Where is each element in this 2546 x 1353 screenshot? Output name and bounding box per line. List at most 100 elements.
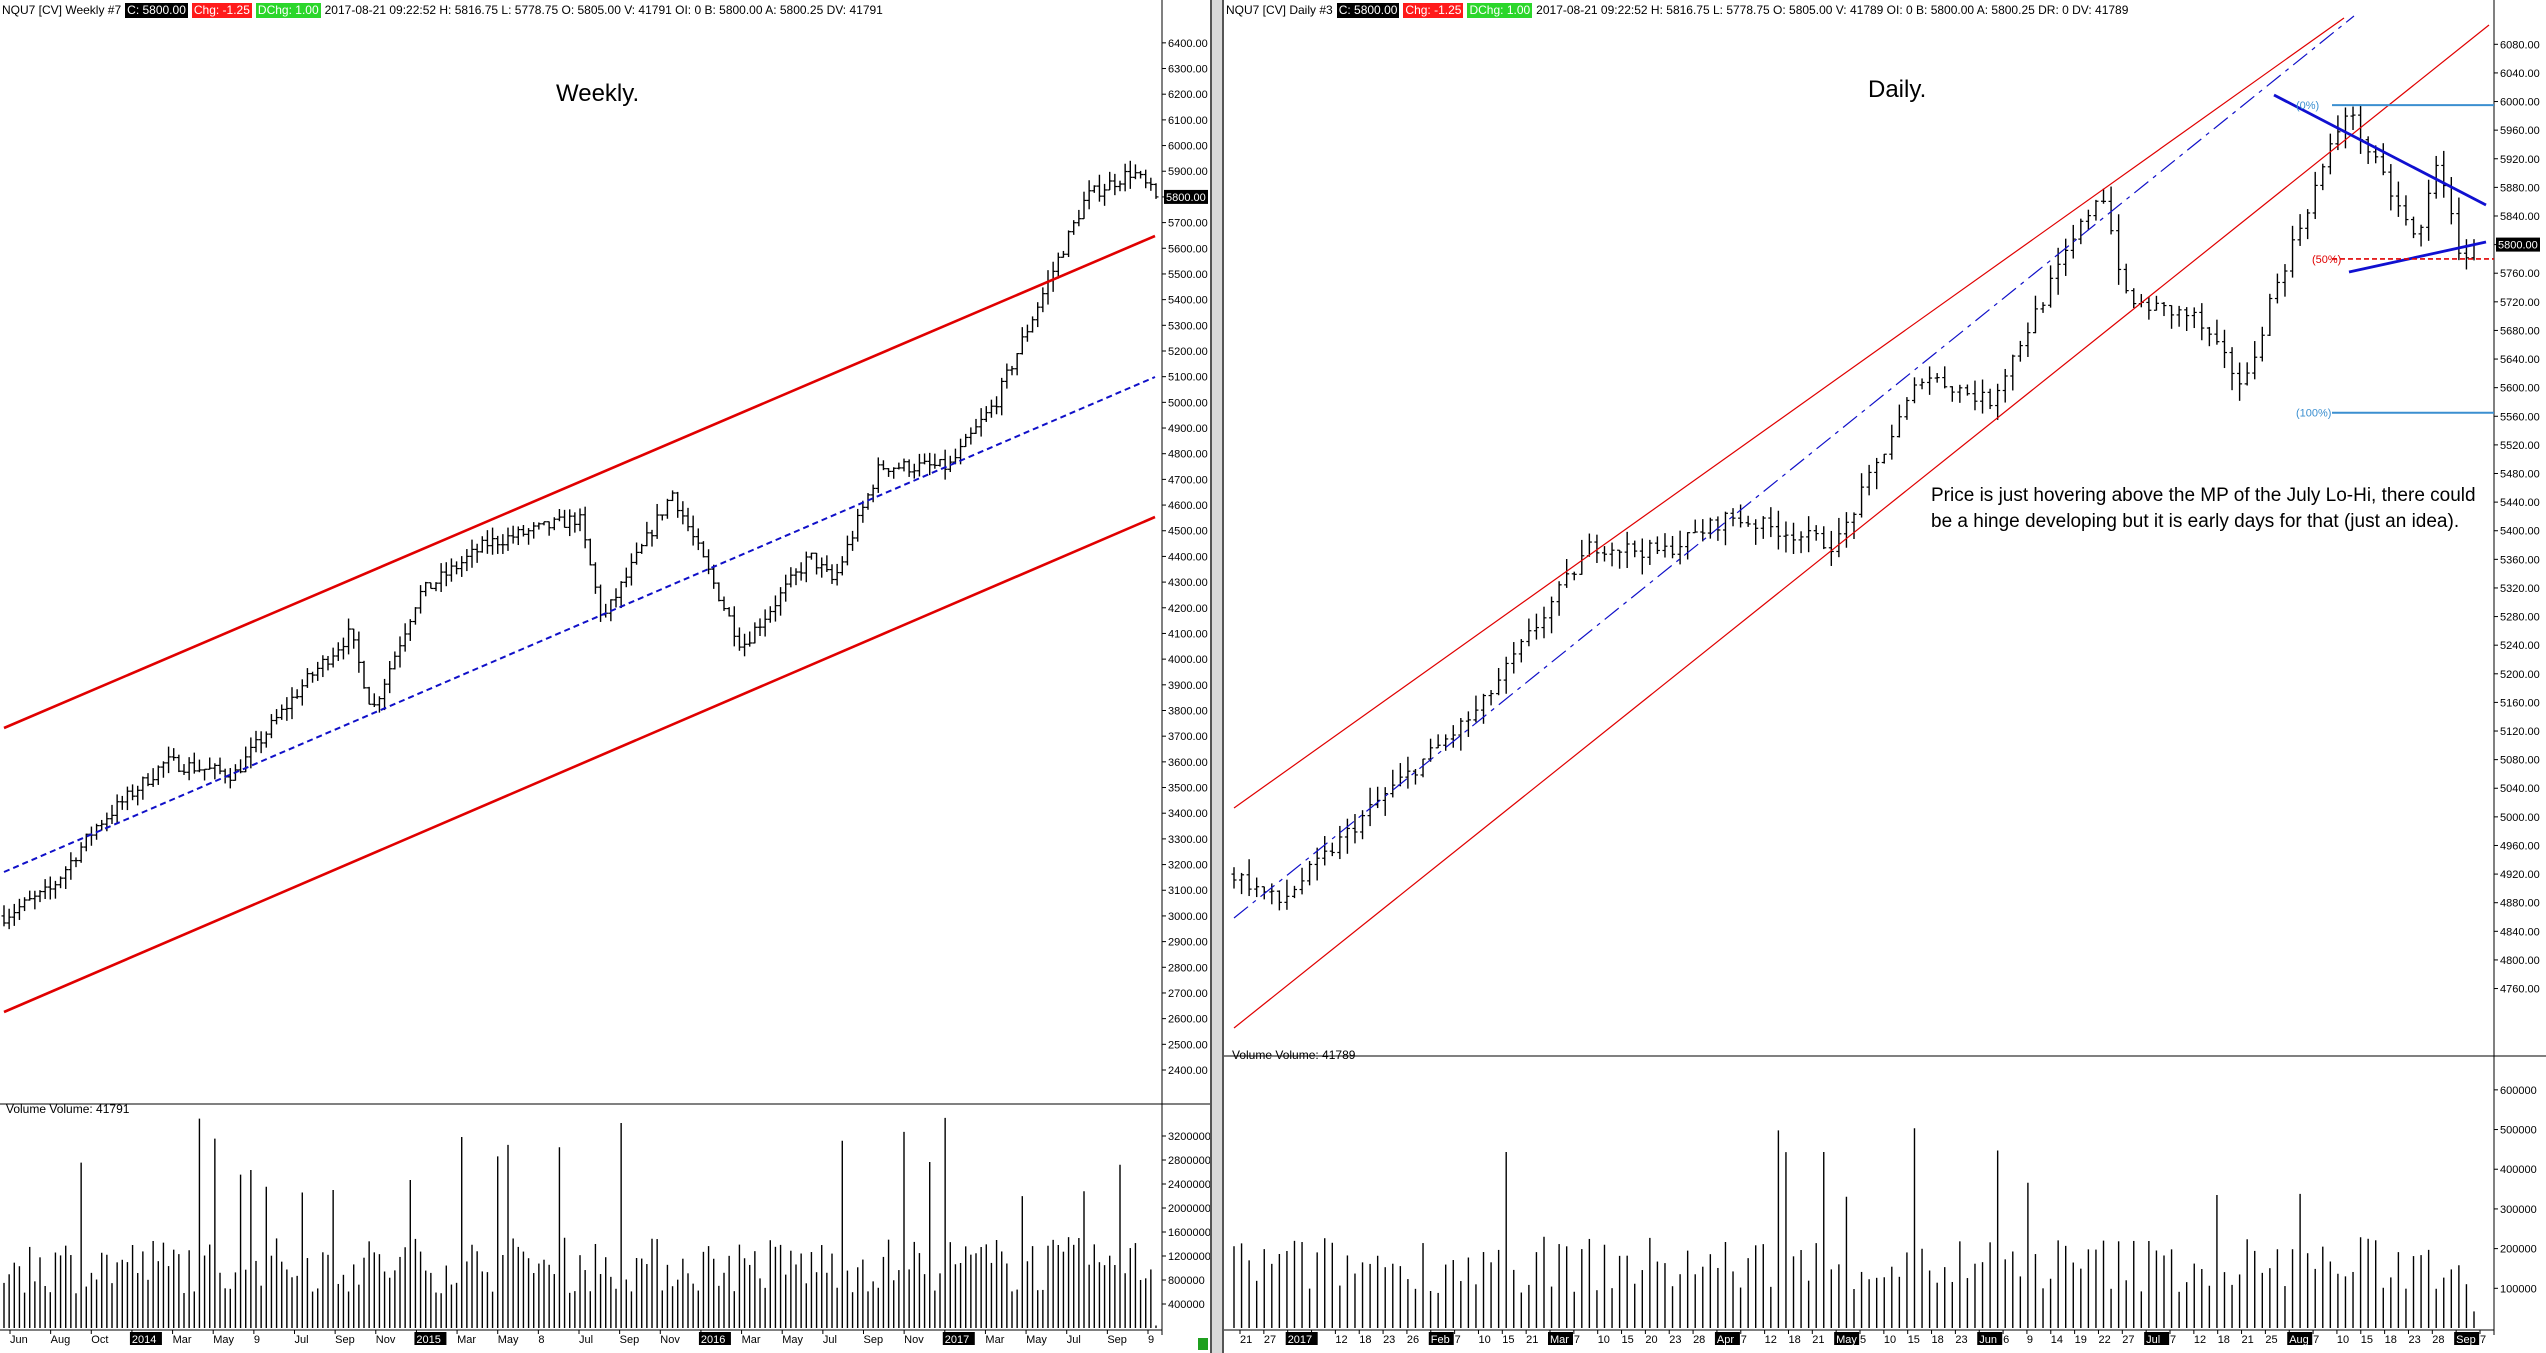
daily-price-tick-label: 5320.00 (2500, 583, 2540, 595)
daily-last-price-box (2496, 237, 2540, 252)
daily-price-tick-label: 5160.00 (2500, 697, 2540, 709)
weekly-price-tick-label: 4200.00 (1168, 603, 1208, 615)
daily-date-tick-label: 28 (1693, 1334, 1705, 1346)
weekly-price-tick-label: 2800.00 (1168, 962, 1208, 974)
daily-date-tick-label: Mar (1550, 1334, 1569, 1346)
weekly-price-tick-label: 5400.00 (1168, 295, 1208, 307)
weekly-price-tick-label: 4600.00 (1168, 500, 1208, 512)
daily-date-year-box (2144, 1332, 2170, 1345)
weekly-price-tick-label: 4500.00 (1168, 526, 1208, 538)
daily-title: Daily. (1868, 76, 1927, 103)
weekly-date-tick-label: 2014 (132, 1334, 156, 1346)
daily-date-year-box (1285, 1332, 1318, 1345)
daily-date-tick-label: 15 (1622, 1334, 1634, 1346)
daily-date-tick-label: 9 (2027, 1334, 2033, 1346)
daily-price-tick-label: 6000.00 (2500, 97, 2540, 109)
daily-chart-panel[interactable]: 6080.00 6040.00 6000.00 5960.00 5920.00 5880.… (1224, 0, 2546, 1353)
weekly-date-tick-label: 9 (254, 1334, 260, 1346)
weekly-date-tick-label: Jul (295, 1334, 309, 1346)
daily-date-tick-label: 23 (1383, 1334, 1395, 1346)
daily-price-tick-label: 5680.00 (2500, 325, 2540, 337)
daily-date-tick-label: 21 (1812, 1334, 1824, 1346)
daily-volume-tick-label: 200000 (2500, 1244, 2537, 1256)
weekly-date-tick-label: Aug (51, 1334, 71, 1346)
daily-annotation-line1: Price is just hovering above the MP of t… (1931, 485, 2476, 506)
daily-date-year-box (1548, 1332, 1573, 1345)
weekly-price-tick-label: 2400.00 (1168, 1065, 1208, 1077)
weekly-date-tick-label: 2017 (945, 1334, 969, 1346)
weekly-price-tick-label: 4900.00 (1168, 423, 1208, 435)
daily-date-tick-label: 21 (2242, 1334, 2254, 1346)
daily-price-tick-label: 5520.00 (2500, 440, 2540, 452)
weekly-price-tick-label: 2900.00 (1168, 937, 1208, 949)
daily-price-tick-label: 5760.00 (2500, 268, 2540, 280)
daily-last-price-label: 5800.00 (2498, 240, 2538, 252)
daily-date-tick-label: May (1836, 1334, 1857, 1346)
weekly-date-tick-label: May (213, 1334, 234, 1346)
daily-price-tick-label: 6080.00 (2500, 39, 2540, 51)
weekly-price-tick-label: 3900.00 (1168, 680, 1208, 692)
weekly-price-tick-label: 4300.00 (1168, 577, 1208, 589)
daily-date-tick-label: Jun (1979, 1334, 1997, 1346)
daily-date-tick-label: 15 (2361, 1334, 2373, 1346)
weekly-date-tick-label: May (782, 1334, 803, 1346)
daily-price-tick-label: 5200.00 (2500, 669, 2540, 681)
daily-date-tick-label: 19 (2075, 1334, 2087, 1346)
daily-price-tick-label: 5920.00 (2500, 154, 2540, 166)
panel-splitter[interactable] (1210, 0, 1224, 1353)
weekly-date-tick-label: Mar (742, 1334, 761, 1346)
weekly-date-tick-label: Jul (579, 1334, 593, 1346)
weekly-date-tick-label: Sep (864, 1334, 884, 1346)
daily-chg-badge: Chg: -1.25 (1403, 2, 1464, 18)
weekly-price-tick-label: 2500.00 (1168, 1039, 1208, 1051)
daily-price-tick-label: 4920.00 (2500, 869, 2540, 881)
daily-date-tick-label: 5 (1860, 1334, 1866, 1346)
daily-date-tick-label: 23 (2408, 1334, 2420, 1346)
weekly-price-tick-label: 3600.00 (1168, 757, 1208, 769)
weekly-stats: 2017-08-21 09:22:52 H: 5816.75 L: 5778.7… (324, 3, 883, 17)
daily-date-tick-label: 6 (2003, 1334, 2009, 1346)
weekly-price-tick-label: 4400.00 (1168, 551, 1208, 563)
weekly-date-year-box (129, 1332, 162, 1345)
weekly-date-tick-label: Nov (904, 1334, 924, 1346)
daily-date-tick-label: 21 (1240, 1334, 1252, 1346)
daily-price-tick-label: 5600.00 (2500, 383, 2540, 395)
daily-date-tick-label: 23 (1669, 1334, 1681, 1346)
daily-annotation: Price is just hovering above the MP of t… (1931, 483, 2476, 535)
daily-volume-tick-label: 600000 (2500, 1085, 2537, 1097)
weekly-price-tick-label: 6100.00 (1168, 115, 1208, 127)
weekly-dchg-badge: DChg: 1.00 (255, 2, 321, 18)
weekly-date-tick-label: Mar (457, 1334, 476, 1346)
weekly-price-tick-label: 4000.00 (1168, 654, 1208, 666)
weekly-chart-canvas[interactable]: 6400.00 6300.00 6200.00 6100.00 6000.00 5900.… (0, 0, 1210, 1353)
daily-date-tick-label: 28 (2432, 1334, 2444, 1346)
daily-chart-canvas[interactable]: 6080.00 6040.00 6000.00 5960.00 5920.00 5880.… (1224, 0, 2546, 1353)
weekly-chart-panel[interactable]: 6400.00 6300.00 6200.00 6100.00 6000.00 5900.… (0, 0, 1210, 1353)
daily-price-tick-label: 5960.00 (2500, 125, 2540, 137)
weekly-last-price-label: 5800.00 (1166, 192, 1206, 204)
daily-date-tick-label: 12 (1335, 1334, 1347, 1346)
daily-date-tick-label: 15 (1502, 1334, 1514, 1346)
daily-stats: 2017-08-21 09:22:52 H: 5816.75 L: 5778.7… (1536, 3, 2129, 17)
daily-price-tick-label: 5240.00 (2500, 640, 2540, 652)
weekly-price-tick-label: 6400.00 (1168, 38, 1208, 50)
daily-date-tick-label: 7 (2170, 1334, 2176, 1346)
daily-symbol: NQU7 [CV] Daily #3 (1226, 3, 1333, 17)
daily-date-tick-label: 18 (1788, 1334, 1800, 1346)
daily-date-tick-label: 27 (2122, 1334, 2134, 1346)
weekly-price-tick-label: 3000.00 (1168, 911, 1208, 923)
weekly-volume-tick-label: 2400000 (1168, 1179, 1210, 1191)
weekly-date-year-box (942, 1332, 975, 1345)
daily-price-tick-label: 5400.00 (2500, 526, 2540, 538)
weekly-title: Weekly. (556, 80, 640, 107)
daily-annotation-line2: be a hinge developing but it is early da… (1931, 511, 2460, 532)
weekly-date-year-box (414, 1332, 447, 1345)
daily-date-tick-label: 7 (2313, 1334, 2319, 1346)
weekly-date-tick-label: May (498, 1334, 519, 1346)
weekly-date-tick-label: Jun (10, 1334, 28, 1346)
weekly-price-tick-label: 5500.00 (1168, 269, 1208, 281)
weekly-volume-tick-label: 400000 (1168, 1299, 1205, 1311)
weekly-date-tick-label: Sep (335, 1334, 355, 1346)
daily-date-tick-label: Feb (1431, 1334, 1450, 1346)
weekly-corner-marker (1198, 1338, 1208, 1350)
